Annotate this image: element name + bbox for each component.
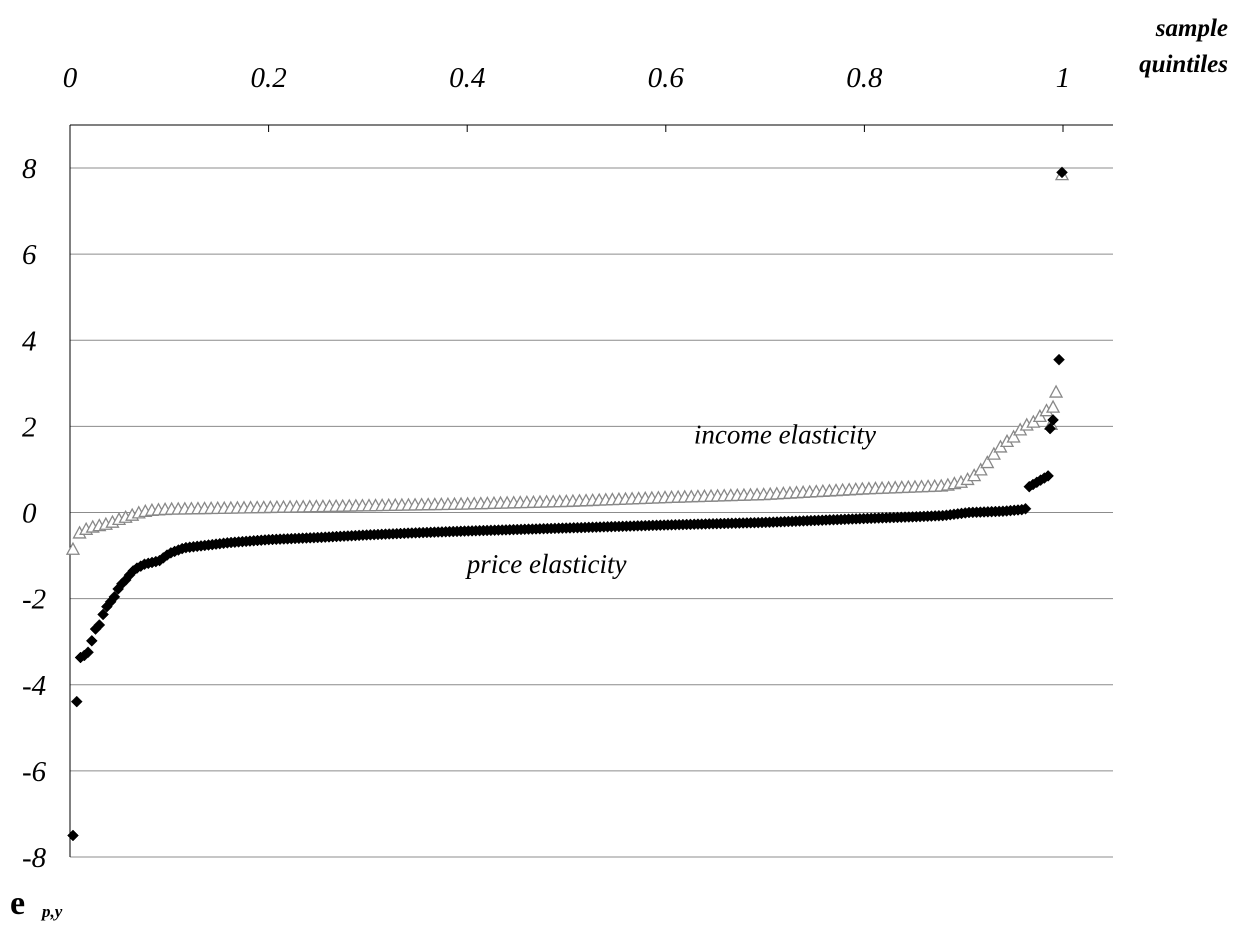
- price-elasticity-point: [108, 591, 121, 603]
- y-axis-title: e: [10, 885, 25, 922]
- price-elasticity-point: [70, 695, 83, 708]
- x-axis-title: sample: [1155, 15, 1228, 42]
- x-tick-label: 1: [1056, 62, 1071, 94]
- x-tick-label: 0.8: [846, 62, 883, 94]
- price-elasticity-point: [97, 608, 109, 621]
- y-tick-label: 0: [22, 498, 37, 530]
- income-elasticity-series: [65, 167, 1070, 555]
- y-tick-label: 4: [22, 325, 37, 357]
- price-elasticity-point: [1044, 422, 1056, 435]
- income-elasticity-label: income elasticity: [694, 420, 876, 450]
- price-elasticity-point: [67, 829, 79, 842]
- y-tick-label: 8: [22, 153, 37, 185]
- price-elasticity-point: [1047, 414, 1059, 426]
- data-series: [65, 166, 1070, 842]
- income-elasticity-point: [980, 455, 995, 469]
- price-elasticity-point: [1053, 353, 1065, 366]
- x-tick-label: 0.6: [648, 62, 685, 94]
- y-tick-label: 2: [22, 411, 37, 443]
- x-tick-label: 0.2: [250, 62, 286, 94]
- price-elasticity-series: [67, 166, 1068, 842]
- price-elasticity-point: [85, 634, 98, 647]
- price-elasticity-label: price elasticity: [465, 549, 627, 579]
- x-tick-label: 0: [63, 62, 78, 94]
- y-axis-title-subscript: p,y: [40, 902, 63, 921]
- price-elasticity-point: [1042, 470, 1054, 482]
- income-elasticity-point: [1006, 429, 1021, 443]
- income-elasticity-point: [65, 541, 81, 555]
- axes: [69, 124, 1113, 857]
- x-axis-title: quintiles: [1139, 51, 1228, 78]
- income-elasticity-point: [986, 446, 1001, 460]
- price-elasticity-point: [82, 646, 94, 659]
- income-elasticity-point: [1048, 384, 1064, 398]
- income-elasticity-point: [973, 462, 988, 476]
- y-tick-label: -4: [22, 670, 46, 702]
- chart-labels: 8 6 4 2 0 -2 -4 -6 -8 0 0.2 0.4 0.6 0.8 1 sample quintil…: [10, 15, 1228, 922]
- y-tick-label: 6: [22, 239, 37, 271]
- y-tick-label: -2: [22, 584, 46, 616]
- income-elasticity-point: [1045, 399, 1061, 413]
- price-elasticity-point: [1056, 166, 1068, 179]
- y-tick-label: -6: [22, 756, 47, 788]
- price-elasticity-point: [93, 619, 106, 631]
- price-elasticity-point: [1019, 502, 1032, 515]
- y-tick-label: -8: [22, 842, 47, 874]
- x-tick-label: 0.4: [449, 62, 485, 94]
